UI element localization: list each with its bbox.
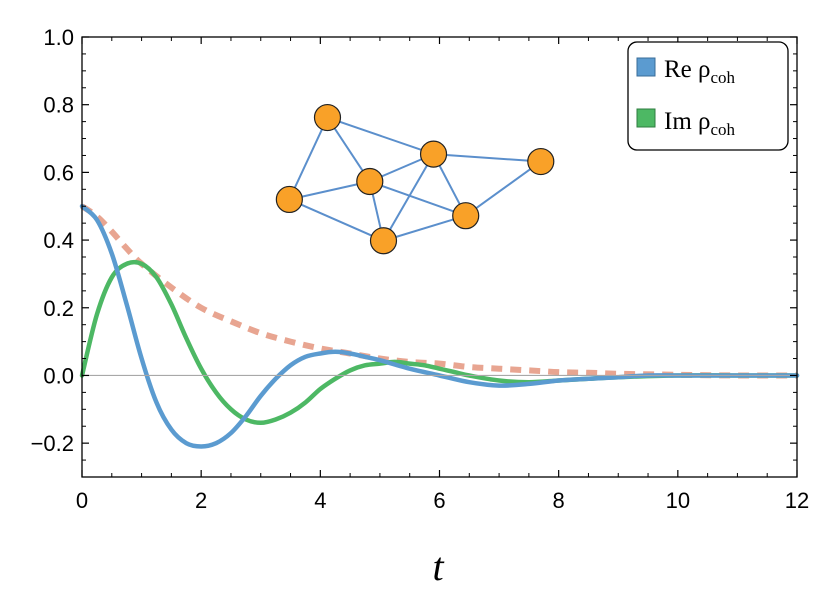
y-tick-label: 0.4 — [43, 228, 74, 253]
legend: Re ρcoh Im ρcoh — [627, 41, 789, 151]
network-edge — [465, 160, 542, 217]
network-edge — [383, 214, 467, 242]
network-node — [313, 103, 342, 132]
y-tick-label: 0.6 — [43, 160, 74, 185]
y-tick-label: −0.2 — [31, 431, 74, 456]
series-im-line — [79, 259, 800, 426]
x-axis-label: t — [432, 544, 444, 589]
x-tick-label: 0 — [76, 488, 88, 513]
series-envelope-line — [80, 203, 798, 379]
series-re-line — [79, 203, 800, 449]
legend-entry-im: Im ρcoh — [664, 108, 736, 139]
network-edge — [288, 198, 384, 242]
network-edge — [289, 180, 371, 201]
series-layer — [79, 203, 800, 449]
network-node — [419, 140, 448, 168]
y-tick-label: 0.8 — [43, 93, 74, 118]
legend-entry-re-sub: coh — [711, 68, 736, 87]
x-tick-label: 2 — [195, 488, 207, 513]
legend-box — [627, 41, 789, 151]
x-tick-label: 6 — [433, 488, 445, 513]
legend-entry-im-main: Im ρ — [664, 108, 711, 135]
network-node — [452, 202, 480, 230]
axis-ticks: 0 2 4 6 8 10 12 −0.2 0.0 0.2 0.4 0.6 0.8 1.0 — [31, 25, 810, 513]
legend-entry-re-main: Re ρ — [664, 56, 711, 83]
network-node — [275, 185, 303, 214]
network-node — [356, 167, 384, 196]
legend-swatch-im — [636, 108, 656, 128]
network-node — [369, 227, 398, 255]
network-node — [527, 147, 555, 176]
y-tick-label: 0.0 — [43, 363, 74, 388]
y-tick-label: 1.0 — [43, 25, 74, 50]
network-edge — [288, 117, 329, 200]
x-tick-label: 4 — [314, 488, 326, 513]
y-tick-label: 0.2 — [43, 296, 74, 321]
network-edge — [327, 116, 434, 156]
network-edge — [382, 153, 435, 242]
x-tick-label: 8 — [553, 488, 565, 513]
network-inset — [275, 103, 555, 255]
legend-entry-re: Re ρcoh — [664, 56, 736, 87]
x-tick-label: 12 — [785, 488, 809, 513]
x-tick-label: 10 — [666, 488, 690, 513]
network-edge — [369, 180, 467, 217]
legend-entry-im-sub: coh — [711, 120, 736, 139]
legend-swatch-re — [636, 57, 656, 77]
network-edge — [433, 153, 541, 163]
